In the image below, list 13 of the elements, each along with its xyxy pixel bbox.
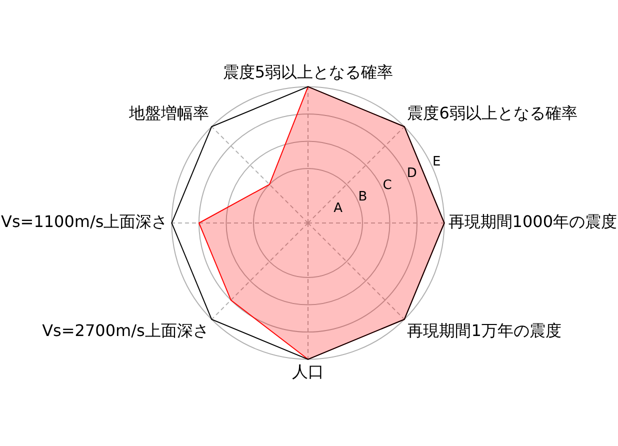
spoke-label: 再現期間1万年の震度 (407, 320, 562, 340)
y-tick-label: A (334, 201, 343, 216)
y-tick-label: E (432, 154, 441, 170)
y-tick-label: B (358, 189, 368, 204)
spoke-label: 人口 (292, 362, 324, 382)
y-tick-label: D (406, 166, 417, 182)
y-tick-label: C (382, 178, 392, 193)
spoke-label: Vs=1100m/s上面深さ (1, 212, 168, 232)
spoke-label: 震度5弱以上となる確率 (222, 62, 394, 82)
spoke-label: 再現期間1000年の震度 (448, 212, 617, 232)
spoke-label: 地盤増幅率 (128, 103, 209, 122)
spoke-label: Vs=2700m/s上面深さ (42, 320, 209, 340)
spoke-label: 震度6弱以上となる確率 (407, 103, 578, 122)
